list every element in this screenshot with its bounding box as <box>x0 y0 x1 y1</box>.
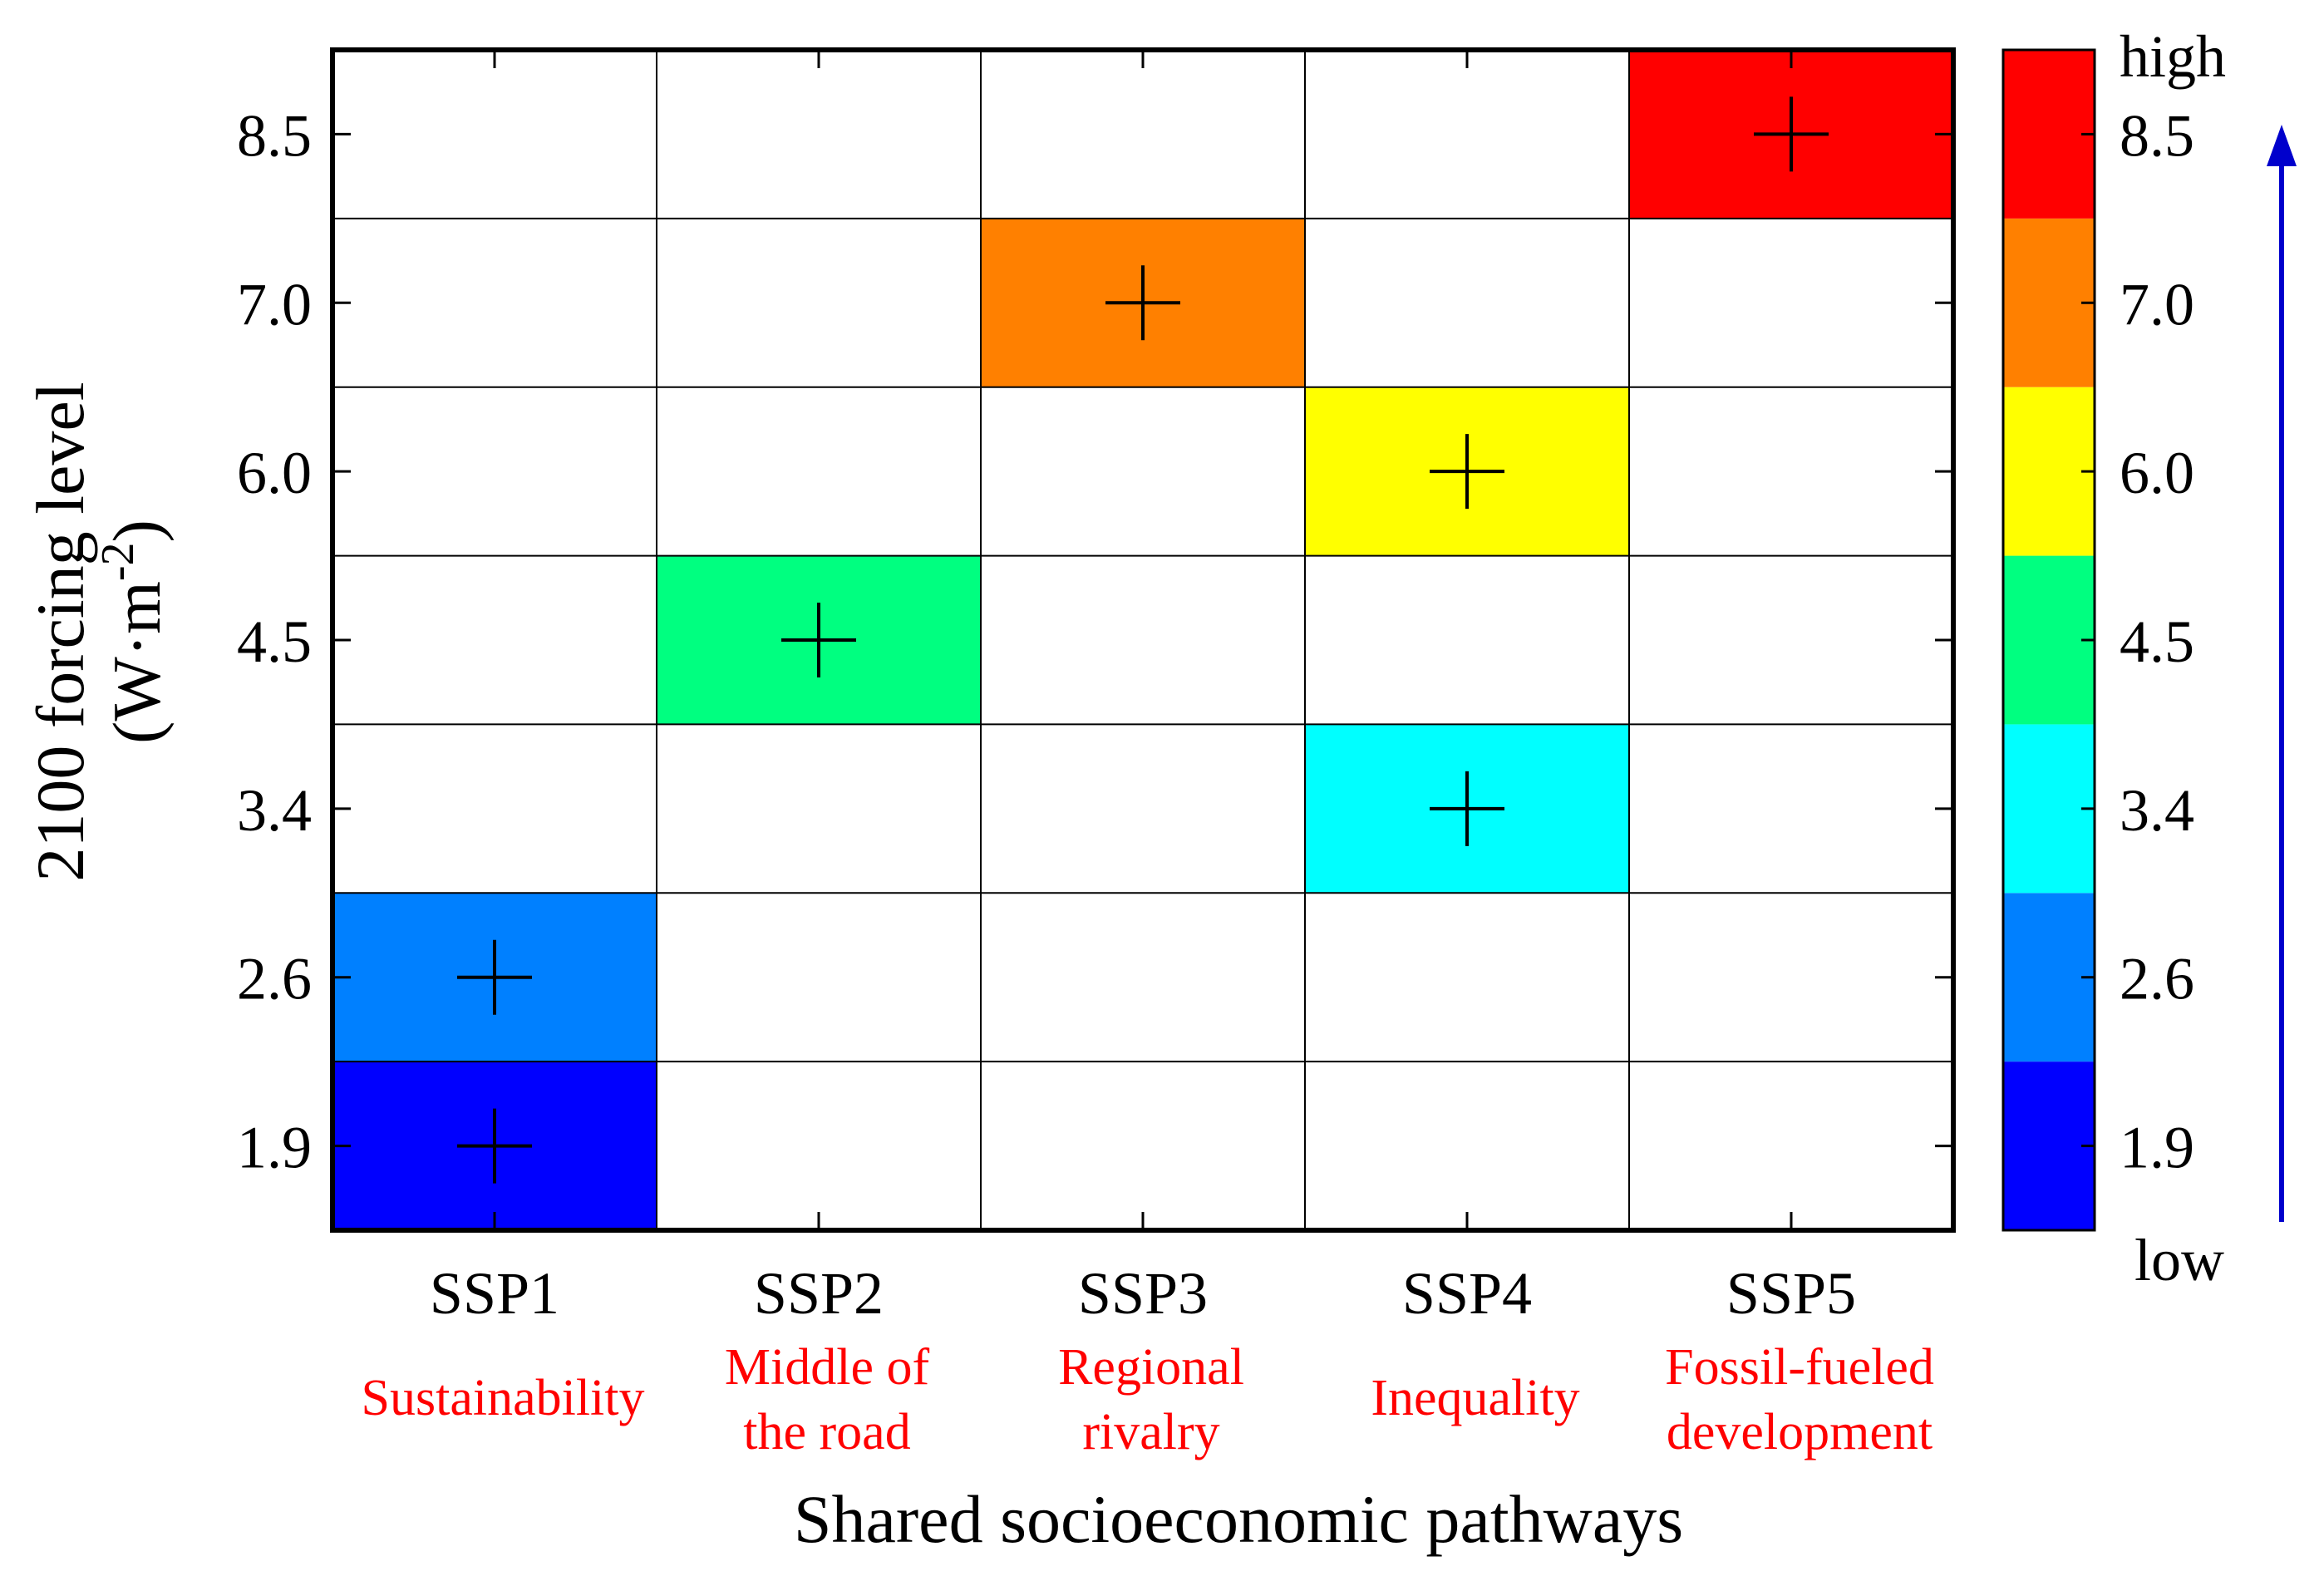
colorbar-tick-label: 6.0 <box>2120 440 2194 506</box>
x-description-ssp2: the road <box>743 1404 910 1460</box>
colorbar-tick-label: 2.6 <box>2120 946 2194 1012</box>
cross-marker-ssp1-1-9 <box>457 1108 532 1184</box>
colorbar-segment-8-5 <box>2003 50 2095 219</box>
x-description-ssp5: development <box>1667 1404 1933 1460</box>
cross-marker-ssp4-3-4 <box>1430 771 1504 846</box>
cross-marker-ssp3-7-0 <box>1105 265 1180 341</box>
colorbar: 1.9 2.6 3.4 4.5 6.0 7.0 8.5 high low <box>2001 23 2297 1293</box>
colorbar-tick-label: 7.0 <box>2120 271 2194 337</box>
y-tick-label: 7.0 <box>237 271 312 337</box>
x-description-ssp3: Regional <box>1058 1339 1244 1396</box>
x-description-ssp5: Fossil-fueled <box>1665 1339 1934 1396</box>
colorbar-segment-4-5 <box>2003 555 2095 725</box>
colorbar-segment-7-0 <box>2003 218 2095 387</box>
y-tick-label: 8.5 <box>237 102 312 169</box>
y-axis-unit-suffix: ) <box>99 520 175 542</box>
y-axis-title-unit: (W·m-2) <box>92 520 175 744</box>
x-description-ssp2: Middle of <box>725 1339 930 1396</box>
colorbar-frame <box>2001 48 2096 1232</box>
y-axis-title-line1: 2100 forcing level <box>22 382 98 881</box>
x-description-ssp1: Sustainability <box>362 1370 645 1426</box>
x-description-ssp4: Inequality <box>1371 1370 1579 1426</box>
cross-marker-ssp1-2-6 <box>457 939 532 1015</box>
y-tick-label: 2.6 <box>237 946 312 1012</box>
y-tick-labels: 1.9 2.6 3.4 4.5 6.0 7.0 8.5 <box>237 102 1953 1181</box>
cross-marker-ssp2-4-5 <box>781 603 856 677</box>
increase-arrow-icon <box>2267 125 2297 1222</box>
x-tick-label-ssp5: SSP5 <box>1726 1260 1856 1327</box>
cross-marker-ssp5-8-5 <box>1754 96 1829 172</box>
y-axis-unit-exponent: -2 <box>92 542 144 581</box>
colorbar-low-label: low <box>2134 1227 2224 1293</box>
y-axis-unit-prefix: (W·m <box>99 581 175 744</box>
colorbar-tick-label: 8.5 <box>2120 102 2194 169</box>
y-tick-label: 3.4 <box>237 777 312 844</box>
colorbar-high-label: high <box>2120 23 2226 90</box>
colorbar-tick-label: 4.5 <box>2120 608 2194 675</box>
x-tick-label-ssp4: SSP4 <box>1402 1260 1532 1327</box>
x-tick-labels: SSP1 SSP2 SSP3 SSP4 SSP5 <box>430 50 1856 1327</box>
colorbar-segment-2-6 <box>2003 893 2095 1062</box>
x-description-ssp3: rivalry <box>1082 1404 1219 1460</box>
colorbar-tick-label: 1.9 <box>2120 1115 2194 1181</box>
colorbar-segment-3-4 <box>2003 724 2095 894</box>
x-tick-label-ssp2: SSP2 <box>754 1260 884 1327</box>
y-tick-label: 4.5 <box>237 608 312 675</box>
x-descriptions: Sustainability Middle of the road Regional r… <box>362 1339 1934 1460</box>
colorbar-segment-6-0 <box>2003 387 2095 556</box>
colorbar-tick-label: 3.4 <box>2120 777 2194 844</box>
heatmap-cells <box>332 50 1953 1230</box>
x-tick-label-ssp1: SSP1 <box>430 1260 559 1327</box>
y-tick-label: 6.0 <box>237 440 312 506</box>
x-axis-title: Shared socioeconomic pathways <box>794 1481 1683 1557</box>
cross-marker-ssp4-6-0 <box>1430 434 1504 510</box>
y-axis-title: 2100 forcing level (W·m-2) <box>22 382 175 881</box>
x-tick-label-ssp3: SSP3 <box>1078 1260 1208 1327</box>
y-tick-label: 1.9 <box>237 1115 312 1181</box>
colorbar-segment-1-9 <box>2003 1061 2095 1230</box>
arrow-head <box>2267 125 2297 166</box>
cell-markers <box>457 96 1829 1184</box>
